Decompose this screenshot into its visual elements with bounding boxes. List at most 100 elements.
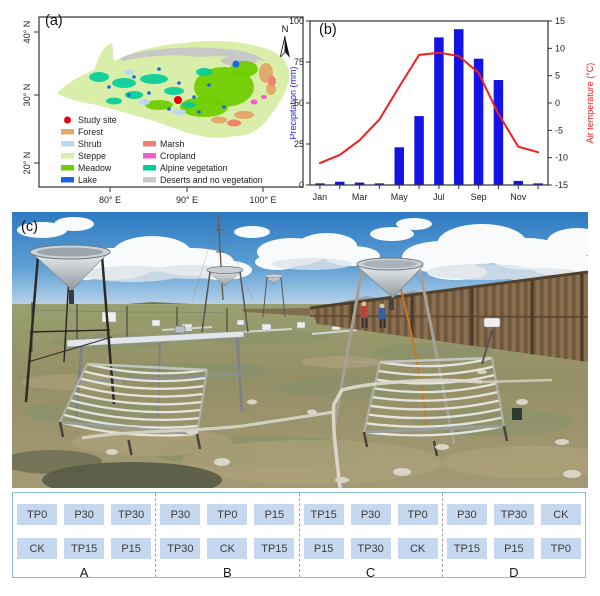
treatment-cells: P30 TP0 P15 TP30 CK TP15: [160, 504, 295, 559]
legend-swatch: [143, 141, 156, 147]
cropland-patch: [250, 99, 258, 105]
treatment-cell: TP30: [111, 504, 152, 525]
left-axis-tick-label: 75: [294, 57, 304, 67]
treatment-cell: P15: [111, 538, 152, 559]
precipitation-bar: [513, 180, 523, 185]
marsh-patch: [268, 76, 276, 86]
shelter-slat: [369, 399, 500, 411]
month-label: May: [391, 192, 409, 202]
marsh-patch: [227, 119, 241, 127]
ground-pipes: [81, 378, 553, 489]
month-label: Sep: [471, 192, 487, 202]
tibetan-plateau-map: 40° N 30° N 20° N 80° E 90° E 100° E N Study si…: [22, 16, 304, 205]
distant-plot-markers: [101, 311, 358, 335]
shelter-slat: [363, 424, 505, 437]
shelter-slat: [69, 399, 201, 414]
temperature-line: [318, 51, 540, 165]
alpine-patch: [89, 72, 109, 82]
meadow-patch: [194, 67, 254, 107]
legend-label: Lake: [78, 175, 97, 185]
treatment-cell: CK: [207, 538, 248, 559]
month-label: Jan: [313, 192, 328, 202]
precipitation-bar: [533, 183, 543, 185]
lake: [232, 60, 240, 68]
meadow-patch: [180, 97, 228, 117]
treatment-cell: TP30: [493, 504, 534, 525]
treatment-cell: TP15: [64, 538, 105, 559]
treatment-cells: P30 TP30 CK TP15 P15 TP0: [446, 504, 581, 559]
climate-chart-panel: 0 25 50 75 100 -15 -10 -5 0 5 10 15 Jan Mar May Jul Sep N…: [288, 6, 600, 212]
treatment-cell: TP15: [303, 504, 344, 525]
people: [360, 301, 386, 328]
shrub-patch: [138, 99, 150, 105]
shelter-slat: [377, 365, 494, 376]
map-y-tick-label: 20° N: [22, 152, 32, 175]
block-label: C: [365, 565, 376, 580]
plateau-landcover: [57, 41, 290, 138]
shelter-slat: [79, 377, 205, 390]
rain-shelter-frame: [58, 362, 208, 456]
left-axis-tick-label: 50: [294, 98, 304, 108]
alpine-patch: [140, 74, 168, 84]
small-rain-collectors: [201, 266, 286, 333]
shelter-slat: [73, 391, 203, 406]
left-axis-tick-label: 0: [299, 180, 304, 190]
shelter-slat: [373, 382, 497, 394]
shelter-slat: [83, 370, 206, 383]
lake: [197, 110, 201, 114]
legend-swatch: [61, 153, 74, 159]
treatment-cell: P30: [160, 504, 201, 525]
legend-label: Alpine vegetation: [160, 163, 228, 173]
legend-swatch: [61, 165, 74, 171]
plot-layout-strip: TP0 P30 TP30 CK TP15 P15 A P30 TP0 P15 TP30 CK TP15 B…: [12, 492, 586, 580]
treatment-cell: CK: [397, 538, 438, 559]
precipitation-bars: [315, 29, 543, 186]
cropland-patch: [261, 95, 267, 99]
precipitation-bar: [473, 58, 484, 185]
treatment-block-A: TP0 P30 TP30 CK TP15 P15 A: [13, 493, 157, 580]
treatment-cell: P15: [303, 538, 344, 559]
treatment-cell: TP0: [17, 504, 58, 525]
shelter-slat: [66, 406, 200, 422]
field-site-photo: [2, 212, 600, 498]
site-photo-panel: [2, 212, 600, 498]
legend-swatch: [64, 116, 71, 124]
month-label: Jul: [433, 192, 445, 202]
legend-label: Study site: [78, 115, 117, 125]
shelter-leg: [362, 431, 369, 448]
right-axis-title: Air temperature (°C): [585, 63, 595, 144]
lake: [167, 107, 171, 111]
month-label: Mar: [352, 192, 368, 202]
rain-shelter-frames: [58, 356, 509, 457]
treatment-block-C: TP15 P30 TP0 P15 TP30 CK C: [300, 493, 443, 580]
precipitation-bar: [374, 183, 385, 185]
panel-a-label: (a): [45, 13, 63, 29]
treatment-cell: TP0: [397, 504, 438, 525]
map-y-tick-label: 40° N: [22, 21, 32, 44]
rain-shelter-frame: [362, 356, 509, 457]
shelter-slat: [76, 384, 204, 398]
block-label: B: [223, 565, 232, 580]
panel-b-label: (b): [319, 22, 337, 38]
shelter-slat: [86, 362, 208, 375]
precipitation-bar: [354, 182, 365, 185]
shrub-patch: [172, 109, 186, 115]
lake: [107, 85, 111, 89]
forest-patch: [266, 83, 276, 95]
alpine-patch: [196, 68, 212, 76]
treatment-cell: P30: [350, 504, 391, 525]
precipitation-bar: [493, 80, 504, 185]
block-label: A: [79, 565, 89, 580]
alpine-patch: [182, 102, 196, 108]
treatment-cell: P15: [254, 504, 295, 525]
shelter-leg: [58, 421, 65, 438]
left-axis-tick-label: 100: [290, 16, 304, 26]
lake: [222, 105, 226, 109]
shelter-slat: [371, 390, 499, 402]
shelter-leg: [432, 440, 439, 457]
precipitation-bar: [434, 37, 444, 186]
treatment-cell: CK: [17, 538, 58, 559]
treatment-cell: CK: [540, 504, 581, 525]
map-frame: [38, 16, 304, 188]
treatment-block-D: P30 TP30 CK TP15 P15 TP0 D: [443, 493, 585, 580]
